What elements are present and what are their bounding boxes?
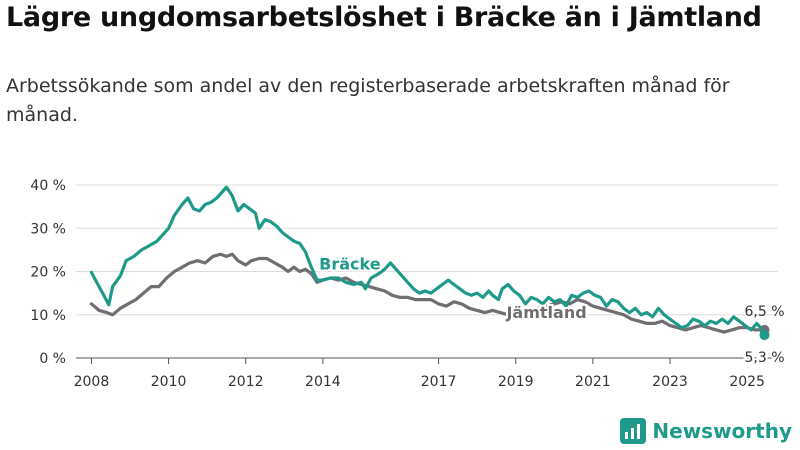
y-axis-ticks: 0 % 10 % 20 % 30 % 40 %	[30, 178, 66, 367]
gridlines	[76, 184, 778, 359]
x-tick-label: 2019	[498, 374, 534, 390]
series-line-Bräcke	[89, 185, 767, 337]
series-labels: Bräcke Jämtland 6,5 % 5,3 %	[317, 252, 786, 368]
x-tick-label: 2025	[729, 374, 765, 390]
series-endpoint-Bräcke	[759, 330, 770, 341]
newsworthy-logo-icon	[620, 418, 647, 444]
brand-name: Newsworthy	[652, 419, 792, 443]
y-tick-label: 0 %	[39, 351, 66, 367]
y-tick-label: 10 %	[30, 308, 66, 324]
series-label-Jämtland: Jämtland	[505, 303, 586, 322]
x-tick-label: 2017	[421, 374, 457, 390]
x-tick-label: 2010	[151, 374, 187, 390]
x-tick-label: 2012	[228, 374, 264, 390]
y-tick-label: 20 %	[30, 265, 66, 281]
x-tick-label: 2023	[652, 374, 688, 390]
brand-logo[interactable]: Newsworthy	[620, 418, 792, 444]
end-label-Jämtland: 6,5 %	[744, 304, 784, 320]
x-tick-label: 2014	[305, 374, 341, 390]
end-label-Bräcke: 5,3 %	[744, 350, 784, 366]
chart-title: Lägre ungdomsarbetslöshet i Bräcke än i …	[6, 2, 762, 33]
x-axis-ticks: 2008 2010 2012 2014 2017 2019 2021 2023 2025	[74, 358, 765, 390]
y-tick-label: 30 %	[30, 221, 66, 237]
y-tick-label: 40 %	[30, 178, 66, 194]
x-tick-label: 2021	[575, 374, 611, 390]
series-line-Jämtland	[89, 252, 767, 334]
series-label-Bräcke: Bräcke	[319, 254, 381, 273]
x-tick-label: 2008	[74, 374, 110, 390]
series-lines	[89, 185, 770, 341]
chart-subtitle: Arbetssökande som andel av den registerb…	[6, 75, 730, 126]
